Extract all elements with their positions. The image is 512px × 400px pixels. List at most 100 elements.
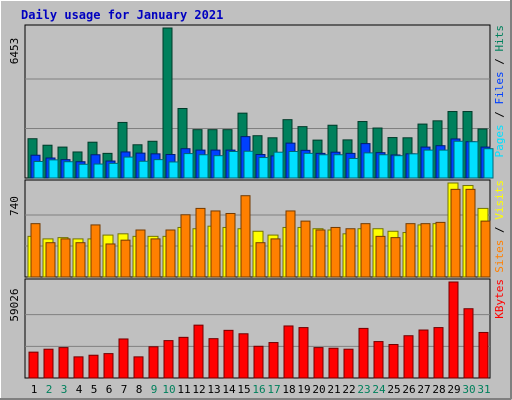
pages-bar-day-14 bbox=[228, 151, 239, 179]
kbytes-bar-day-23 bbox=[358, 327, 369, 379]
sites-bar-day-1 bbox=[30, 223, 41, 278]
day-label-4: 4 bbox=[76, 383, 83, 396]
sites-bar-day-6 bbox=[105, 243, 116, 278]
pages-bar-day-25 bbox=[393, 155, 404, 179]
sites-bar-day-5 bbox=[90, 224, 101, 278]
pages-bar-day-13 bbox=[213, 155, 224, 179]
day-label-31: 31 bbox=[477, 383, 490, 396]
kbytes-bar-day-20 bbox=[313, 347, 324, 379]
kbytes-bar-day-3 bbox=[58, 347, 69, 379]
day-label-12: 12 bbox=[192, 383, 205, 396]
panel-visits: 740 Sites / Visits bbox=[8, 179, 506, 278]
panel-visits-ymax-label: 740 bbox=[8, 196, 21, 216]
kbytes-bar-day-31 bbox=[478, 331, 489, 379]
sites-bar-day-13 bbox=[210, 210, 221, 278]
kbytes-bar-day-24 bbox=[373, 341, 384, 379]
day-label-28: 28 bbox=[432, 383, 445, 396]
pages-bar-day-28 bbox=[438, 149, 449, 179]
pages-bar-day-2 bbox=[48, 159, 59, 179]
sites-bar-day-12 bbox=[195, 207, 206, 278]
sites-bar-day-20 bbox=[315, 229, 326, 278]
sites-bar-day-28 bbox=[435, 221, 446, 278]
kbytes-bar-day-15 bbox=[238, 333, 249, 379]
kbytes-bar-day-13 bbox=[208, 338, 219, 379]
sites-bar-day-19 bbox=[300, 220, 311, 278]
kbytes-bar-day-26 bbox=[403, 335, 414, 379]
sites-bar-day-25 bbox=[390, 237, 401, 278]
sites-bar-day-10 bbox=[165, 229, 176, 278]
day-label-3: 3 bbox=[61, 383, 68, 396]
day-label-2: 2 bbox=[46, 383, 53, 396]
kbytes-bar-day-7 bbox=[118, 338, 129, 379]
series-label-part-5: Hits bbox=[493, 25, 506, 52]
day-label-13: 13 bbox=[207, 383, 220, 396]
sites-bar-day-17 bbox=[270, 238, 281, 278]
sites-bar-day-31 bbox=[480, 220, 491, 278]
day-label-19: 19 bbox=[297, 383, 310, 396]
series-kbytes bbox=[28, 281, 489, 379]
pages-bar-day-22 bbox=[348, 157, 359, 179]
kbytes-bar-day-30 bbox=[463, 308, 474, 379]
kbytes-bar-day-18 bbox=[283, 325, 294, 379]
kbytes-bar-day-19 bbox=[298, 327, 309, 379]
series-label-part-3: Files bbox=[493, 71, 506, 104]
panel-kbytes-series-label: KBytes bbox=[493, 279, 506, 319]
pages-bar-day-23 bbox=[363, 152, 374, 179]
day-label-5: 5 bbox=[91, 383, 98, 396]
pages-bar-day-4 bbox=[78, 163, 89, 179]
series-label-part-3: Visits bbox=[493, 180, 506, 220]
panel-kbytes: 59026 KBytes bbox=[8, 278, 506, 379]
day-label-1: 1 bbox=[31, 383, 38, 396]
kbytes-bar-day-29 bbox=[448, 281, 459, 379]
pages-bar-day-1 bbox=[33, 160, 44, 179]
pages-bar-day-12 bbox=[198, 154, 209, 179]
sites-bar-day-26 bbox=[405, 223, 416, 278]
series-label-part-1: KBytes bbox=[493, 279, 506, 319]
pages-bar-day-7 bbox=[123, 156, 134, 179]
pages-bar-day-19 bbox=[303, 152, 314, 179]
pages-bar-day-20 bbox=[318, 154, 329, 179]
day-label-16: 16 bbox=[252, 383, 265, 396]
kbytes-bar-day-10 bbox=[163, 340, 174, 379]
sites-bar-day-23 bbox=[360, 223, 371, 278]
kbytes-bar-day-14 bbox=[223, 329, 234, 379]
pages-bar-day-31 bbox=[483, 148, 494, 179]
series-label-part-2: / bbox=[493, 105, 506, 125]
pages-bar-day-21 bbox=[333, 154, 344, 179]
pages-bar-day-10 bbox=[168, 161, 179, 179]
pages-bar-day-6 bbox=[108, 162, 119, 179]
sites-bar-day-11 bbox=[180, 214, 191, 278]
pages-bar-day-27 bbox=[423, 149, 434, 179]
sites-bar-day-7 bbox=[120, 239, 131, 278]
series-pages bbox=[33, 140, 494, 179]
kbytes-bar-day-25 bbox=[388, 343, 399, 379]
sites-bar-day-29 bbox=[450, 188, 461, 278]
day-label-23: 23 bbox=[357, 383, 370, 396]
kbytes-bar-day-6 bbox=[103, 353, 114, 379]
pages-bar-day-24 bbox=[378, 154, 389, 179]
kbytes-bar-day-17 bbox=[268, 342, 279, 379]
pages-bar-day-11 bbox=[183, 153, 194, 179]
pages-bar-day-15 bbox=[243, 150, 254, 179]
chart-title: Daily usage for January 2021 bbox=[21, 8, 223, 22]
sites-bar-day-16 bbox=[255, 242, 266, 278]
kbytes-bar-day-1 bbox=[28, 351, 39, 379]
day-label-7: 7 bbox=[121, 383, 128, 396]
day-label-10: 10 bbox=[162, 383, 175, 396]
series-label-part-1: Sites bbox=[493, 240, 506, 273]
day-label-29: 29 bbox=[447, 383, 460, 396]
day-label-24: 24 bbox=[372, 383, 386, 396]
panel-hits-ymax-label: 6453 bbox=[8, 38, 21, 65]
kbytes-bar-day-28 bbox=[433, 327, 444, 379]
sites-bar-day-2 bbox=[45, 242, 56, 278]
day-label-25: 25 bbox=[387, 383, 400, 396]
day-label-17: 17 bbox=[267, 383, 280, 396]
pages-bar-day-16 bbox=[258, 157, 269, 179]
sites-bar-day-18 bbox=[285, 210, 296, 278]
panel-hits-series-label: Pages / Files / Hits bbox=[493, 25, 506, 158]
day-label-15: 15 bbox=[237, 383, 250, 396]
day-label-27: 27 bbox=[417, 383, 430, 396]
day-label-14: 14 bbox=[222, 383, 236, 396]
kbytes-bar-day-5 bbox=[88, 354, 99, 379]
